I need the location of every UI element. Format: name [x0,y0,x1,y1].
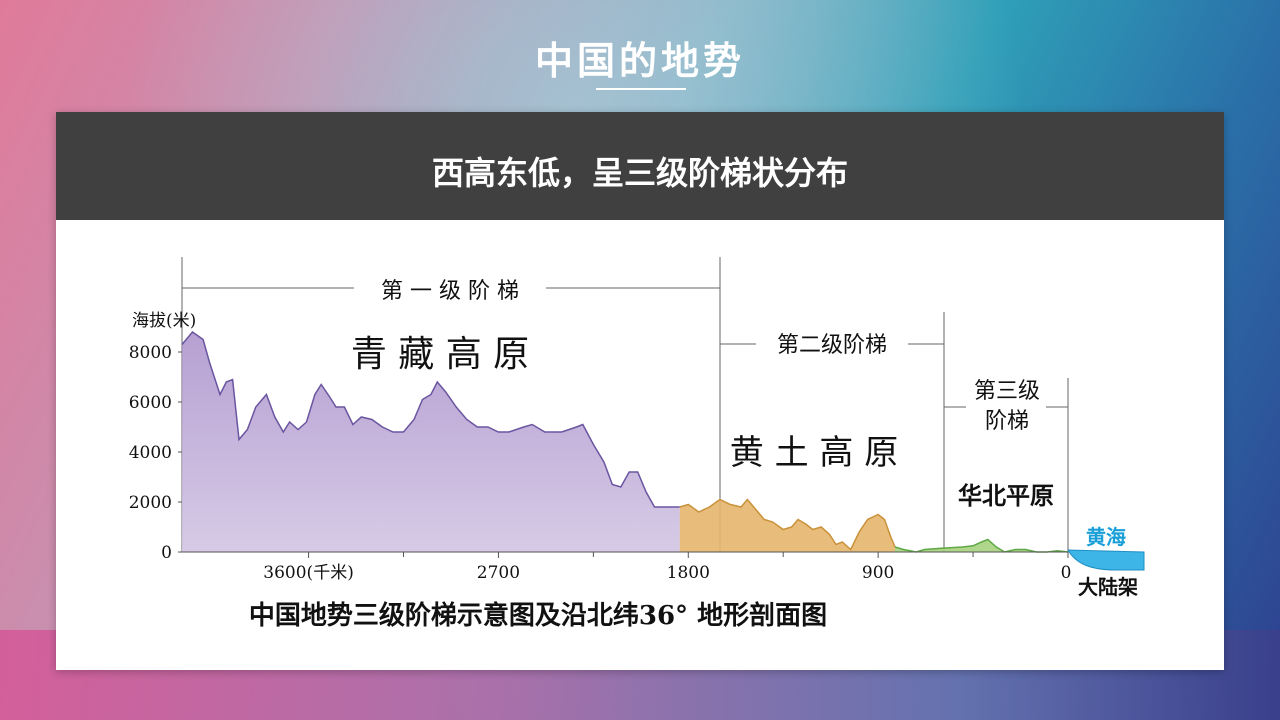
terrain-profile-diagram: 第 一 级 阶 梯 第二级阶梯 第三级 阶梯 海拔(米) 8000 6000 400… [129,257,1145,631]
step1-label: 第 一 级 阶 梯 [381,279,519,304]
title-underline [596,88,686,90]
y-tick-label: 8000 [129,343,172,363]
label-yellow-sea: 黄海 [1086,525,1126,549]
y-tick-label: 4000 [129,443,172,463]
y-axis-label: 海拔(米) [132,311,196,331]
step1-terrain-outline [181,330,680,508]
page-title: 中国的地势 [534,39,745,83]
x-tick-label: 900 [862,563,894,583]
label-qinghai-tibet-plateau: 青 藏 高 原 [351,334,529,375]
content-card: 西高东低，呈三级阶梯状分布 第 一 级 阶 梯 第二级阶梯 第三级 阶梯 海拔(… [56,112,1224,670]
step2-terrain-area [679,499,895,552]
y-tick-label: 2000 [129,493,172,513]
label-continental-shelf: 大陆架 [1078,575,1138,599]
y-tick-label: 0 [161,543,172,563]
x-tick-label: 1800 [667,563,710,583]
x-tick-label: 0 [1061,563,1072,583]
y-tick-label: 6000 [129,393,172,413]
card-header: 西高东低，呈三级阶梯状分布 [56,112,1224,220]
step2-label: 第二级阶梯 [777,333,887,358]
y-ticks: 8000 6000 4000 2000 0 [129,343,182,563]
step3-label-line2: 阶梯 [985,409,1029,434]
yellow-sea-area [1067,549,1145,571]
x-tick-label: 2700 [477,563,520,583]
x-ticks: 3600(千米) 2700 1800 900 0 [182,551,1072,583]
step3-label-line1: 第三级 [974,379,1040,404]
diagram-caption: 中国地势三级阶梯示意图及沿北纬36° 地形剖面图 [249,600,827,631]
step1-terrain-shade [182,332,680,552]
terrain-areas [181,330,1069,553]
label-loess-plateau: 黄 土 高 原 [730,433,898,473]
x-tick-label: 3600(千米) [263,563,354,583]
label-north-china-plain: 华北平原 [958,481,1054,510]
card-header-text: 西高东低，呈三级阶梯状分布 [431,154,848,192]
step2-terrain-outline [679,498,896,551]
